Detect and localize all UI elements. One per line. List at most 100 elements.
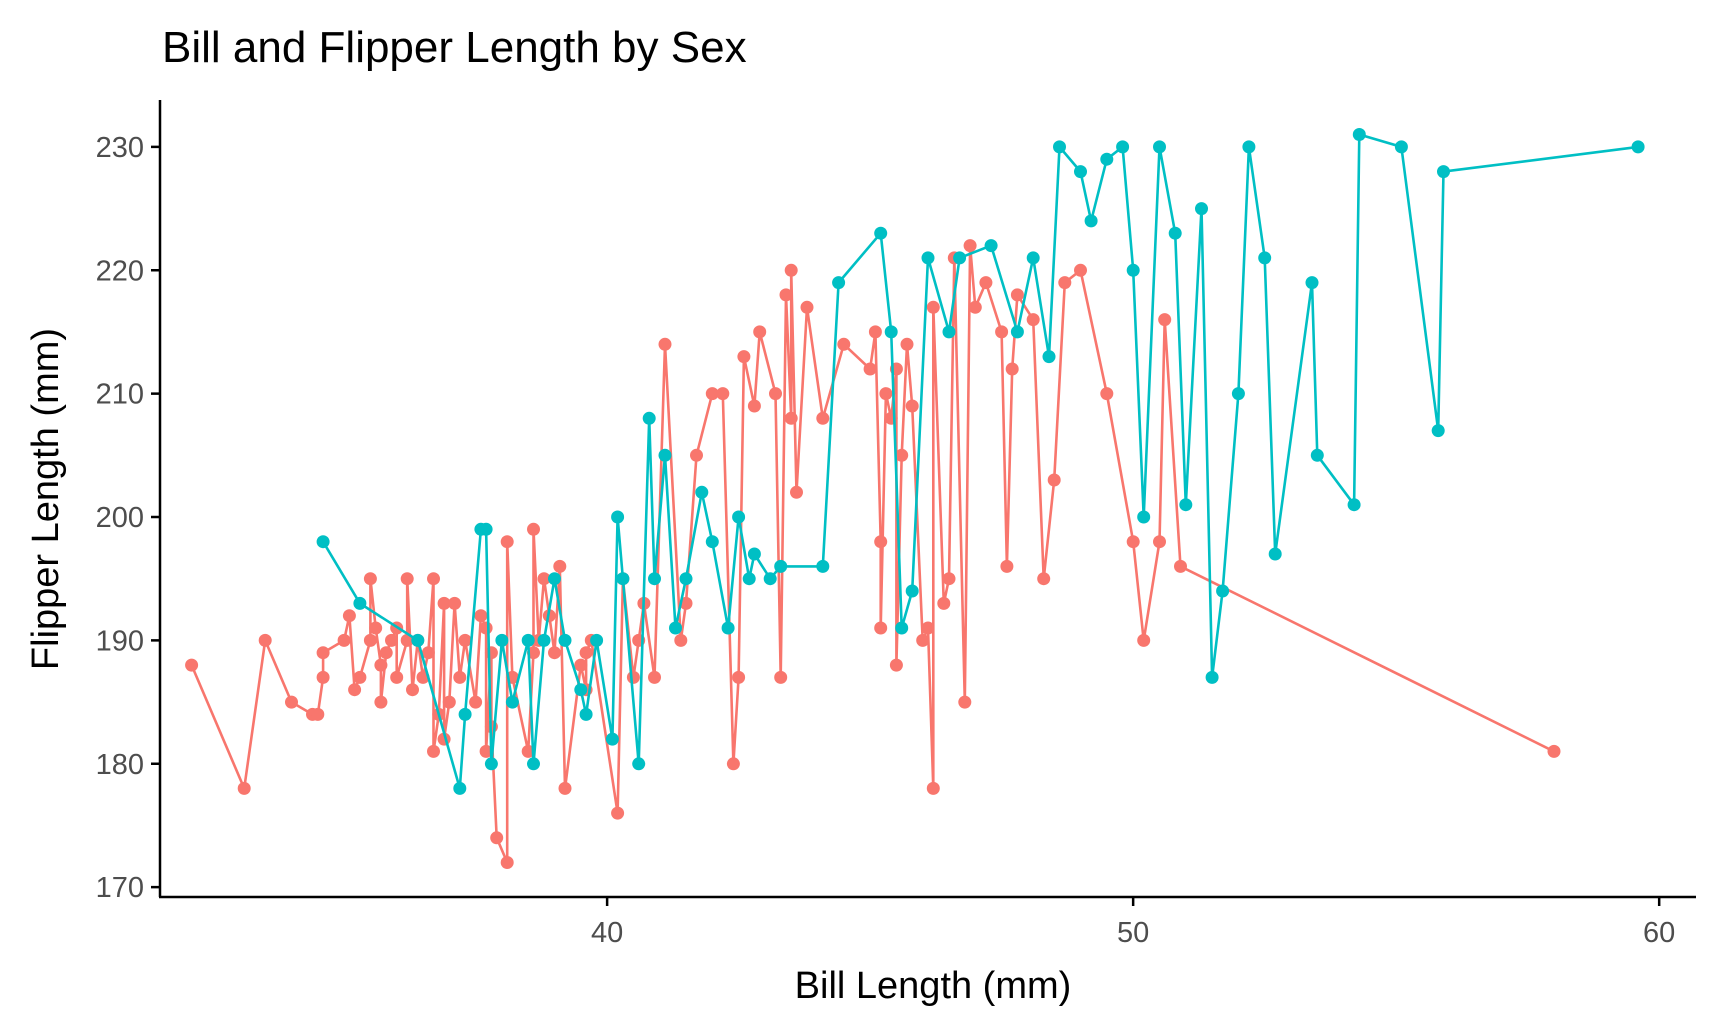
data-point [427, 572, 440, 586]
data-point [942, 325, 956, 339]
data-point [658, 337, 672, 351]
data-point [548, 572, 561, 586]
data-point [458, 707, 472, 721]
series-0 [185, 239, 1561, 869]
data-point [458, 633, 472, 647]
data-point [816, 411, 830, 425]
data-point [1437, 165, 1450, 179]
data-point [1000, 559, 1014, 573]
data-point [790, 485, 803, 499]
data-point [1047, 473, 1061, 487]
data-point [1116, 140, 1130, 154]
data-point [1258, 251, 1272, 265]
data-point [874, 535, 888, 549]
data-point [1158, 313, 1172, 327]
data-point [921, 251, 935, 265]
x-tick-label: 60 [1643, 917, 1675, 949]
data-point [537, 633, 551, 647]
data-point [374, 695, 388, 709]
data-point [558, 633, 572, 647]
data-point [779, 288, 793, 302]
data-point [1005, 362, 1019, 376]
data-point [311, 707, 325, 721]
data-point [816, 559, 830, 573]
data-point [353, 670, 367, 684]
data-point [337, 633, 351, 647]
data-point [1010, 325, 1024, 339]
data-point [889, 658, 903, 672]
y-ticks: 170 180 190 200 210 220 230 [96, 132, 160, 904]
data-point [921, 621, 935, 635]
data-point [658, 448, 672, 462]
data-point [1084, 214, 1098, 228]
data-point [632, 757, 646, 771]
data-point [674, 633, 688, 647]
data-point [642, 411, 656, 425]
data-point [484, 757, 498, 771]
data-point [574, 683, 588, 697]
data-point [285, 695, 298, 709]
data-point [495, 633, 509, 647]
data-point [884, 411, 898, 425]
data-point [784, 411, 798, 425]
data-point [732, 670, 746, 684]
data-point [874, 621, 888, 635]
data-point [648, 670, 661, 684]
chart-title: Bill and Flipper Length by Sex [162, 23, 747, 72]
data-point [905, 399, 919, 413]
data-point [732, 510, 746, 524]
data-point [1231, 387, 1245, 401]
data-point [837, 337, 851, 351]
data-point [390, 670, 404, 684]
data-point [527, 646, 540, 660]
data-point [1305, 276, 1319, 290]
data-point [1010, 288, 1024, 302]
data-point [527, 757, 540, 771]
data-point [479, 522, 493, 536]
data-point [1394, 140, 1408, 154]
data-point [626, 670, 640, 684]
data-point [469, 695, 483, 709]
data-point [427, 744, 440, 758]
data-point [437, 596, 451, 610]
data-point [521, 633, 535, 647]
data-point [895, 448, 909, 462]
y-tick-label: 220 [96, 255, 144, 287]
data-point [905, 584, 919, 598]
data-point [1310, 448, 1324, 462]
data-point [411, 633, 425, 647]
data-point [479, 744, 493, 758]
data-point [669, 621, 682, 635]
data-point [1126, 263, 1140, 277]
data-point [800, 300, 814, 314]
x-tick-label: 40 [591, 917, 623, 949]
data-point [611, 510, 625, 524]
data-point [705, 535, 719, 549]
data-point [453, 781, 467, 795]
data-point [348, 683, 362, 697]
data-point [579, 646, 593, 660]
data-point [926, 781, 940, 795]
data-point [385, 633, 398, 647]
data-point [553, 559, 567, 573]
data-point [1074, 263, 1087, 277]
data-point [605, 732, 619, 746]
data-point [448, 596, 462, 610]
data-point [979, 276, 993, 290]
data-point [1431, 424, 1445, 438]
data-point [737, 350, 751, 364]
data-point [374, 658, 388, 672]
data-point [926, 300, 940, 314]
data-point [874, 226, 888, 240]
data-point [185, 658, 199, 672]
data-point [769, 387, 782, 401]
data-point [500, 856, 514, 869]
x-ticks: 40 50 60 [591, 897, 1675, 949]
axes [158, 100, 1696, 899]
data-point [716, 387, 730, 401]
data-point [895, 621, 909, 635]
data-point [937, 596, 951, 610]
data-point [558, 781, 572, 795]
data-point [490, 831, 504, 845]
